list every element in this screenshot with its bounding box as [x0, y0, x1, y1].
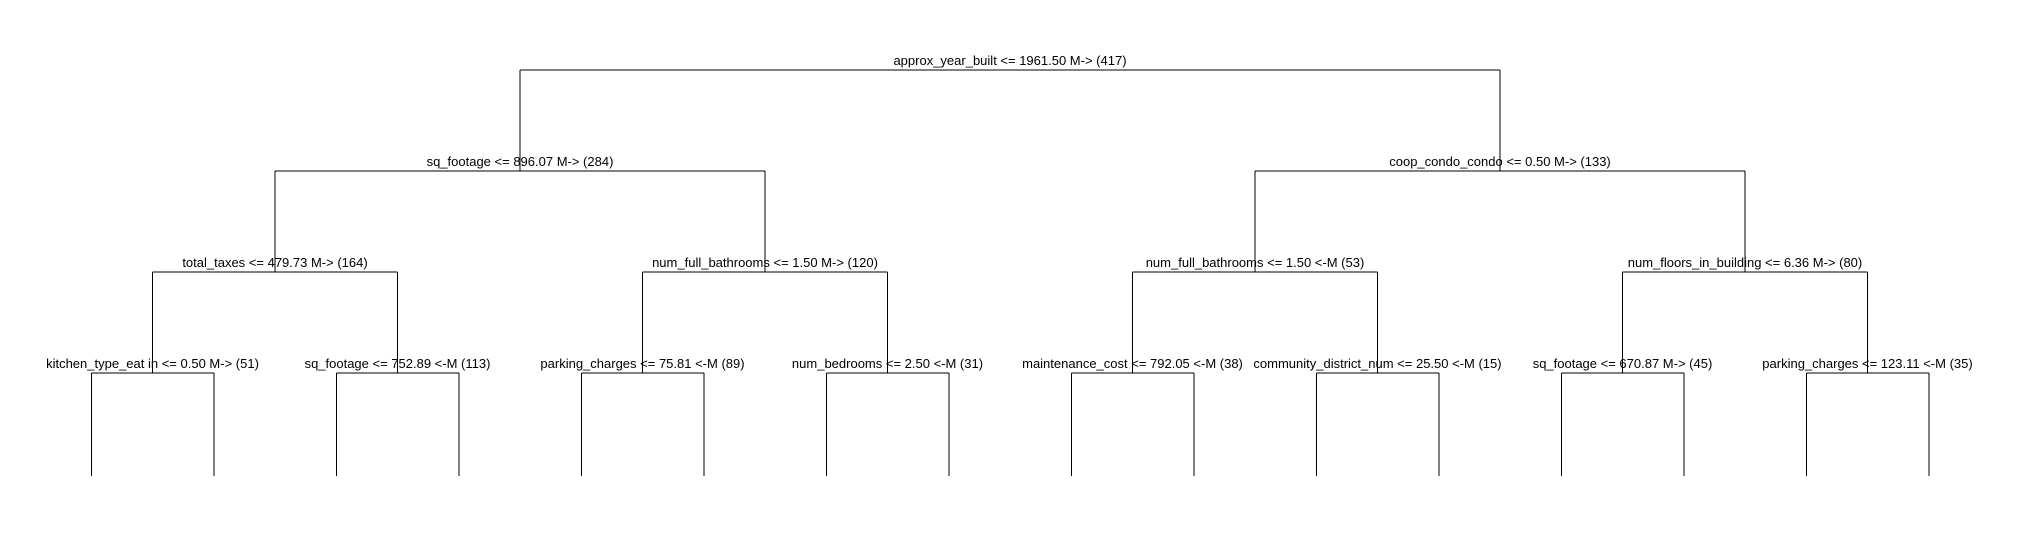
node-label-LRL: parking_charges <= 75.81 <-M (89)	[540, 356, 744, 371]
node-label-RRL: sq_footage <= 670.87 M-> (45)	[1533, 356, 1713, 371]
node-label-LL: total_taxes <= 479.73 M-> (164)	[182, 255, 367, 270]
node-label-RLR: community_district_num <= 25.50 <-M (15)	[1253, 356, 1501, 371]
node-label-RL: num_full_bathrooms <= 1.50 <-M (53)	[1146, 255, 1365, 270]
node-label-L: sq_footage <= 896.07 M-> (284)	[427, 154, 614, 169]
node-label-root: approx_year_built <= 1961.50 M-> (417)	[893, 53, 1126, 68]
node-label-LLR: sq_footage <= 752.89 <-M (113)	[305, 356, 491, 371]
node-label-LRR: num_bedrooms <= 2.50 <-M (31)	[792, 356, 983, 371]
node-label-R: coop_condo_condo <= 0.50 M-> (133)	[1389, 154, 1611, 169]
tree-edges	[90, 69, 1930, 476]
node-label-LLL: kitchen_type_eat in <= 0.50 M-> (51)	[46, 356, 259, 371]
node-label-RRR: parking_charges <= 123.11 <-M (35)	[1762, 356, 1972, 371]
tree-node-labels: approx_year_built <= 1961.50 M-> (417) s…	[46, 53, 1973, 371]
node-label-RLL: maintenance_cost <= 792.05 <-M (38)	[1022, 356, 1243, 371]
node-label-LR: num_full_bathrooms <= 1.50 M-> (120)	[652, 255, 878, 270]
node-label-RR: num_floors_in_building <= 6.36 M-> (80)	[1628, 255, 1863, 270]
